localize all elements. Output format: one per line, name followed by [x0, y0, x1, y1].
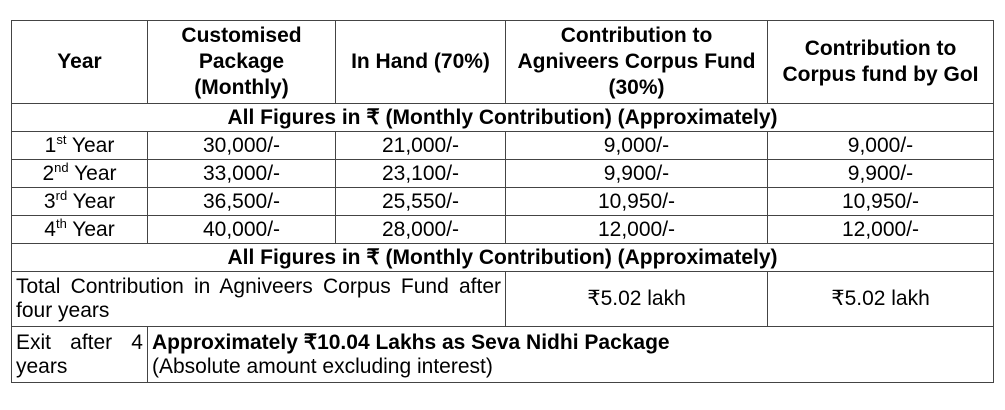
table-row: 1st Year 30,000/- 21,000/- 9,000/- 9,000…	[11, 131, 994, 160]
total-corpus: ₹5.02 lakh	[505, 271, 768, 327]
figures-note-row: All Figures in ₹ (Monthly Contribution) …	[11, 243, 994, 272]
year-sup: rd	[55, 187, 68, 203]
year-sup: st	[56, 131, 67, 147]
agniveer-package-table: Year Customised Package (Monthly) In Han…	[11, 20, 994, 383]
exit-details: Approximately ₹10.04 Lakhs as Seva Nidhi…	[147, 326, 994, 383]
goi-cell: 10,950/-	[767, 187, 994, 216]
in-hand-cell: 23,100/-	[335, 159, 506, 188]
year-word: Year	[67, 189, 116, 213]
header-year: Year	[11, 20, 148, 104]
figures-note: All Figures in ₹ (Monthly Contribution) …	[11, 103, 994, 132]
exit-label: Exit after 4 years	[11, 326, 148, 383]
exit-row: Exit after 4 years Approximately ₹10.04 …	[11, 326, 994, 383]
package-cell: 30,000/-	[147, 131, 336, 160]
year-num: 2	[42, 161, 55, 185]
package-cell: 33,000/-	[147, 159, 336, 188]
table-row: 4th Year 40,000/- 28,000/- 12,000/- 12,0…	[11, 215, 994, 244]
year-cell: 1st Year	[11, 131, 148, 160]
header-package: Customised Package (Monthly)	[147, 20, 336, 104]
year-num: 1	[44, 133, 57, 157]
table-row: 3rd Year 36,500/- 25,550/- 10,950/- 10,9…	[11, 187, 994, 216]
year-word: Year	[68, 161, 117, 185]
header-in-hand: In Hand (70%)	[335, 20, 506, 104]
goi-cell: 12,000/-	[767, 215, 994, 244]
in-hand-cell: 25,550/-	[335, 187, 506, 216]
corpus-cell: 10,950/-	[505, 187, 768, 216]
year-cell: 3rd Year	[11, 187, 148, 216]
figures-note-row: All Figures in ₹ (Monthly Contribution) …	[11, 103, 994, 132]
figures-note: All Figures in ₹ (Monthly Contribution) …	[11, 243, 994, 272]
goi-cell: 9,900/-	[767, 159, 994, 188]
year-word: Year	[66, 133, 115, 157]
goi-cell: 9,000/-	[767, 131, 994, 160]
package-cell: 36,500/-	[147, 187, 336, 216]
total-goi: ₹5.02 lakh	[767, 271, 994, 327]
in-hand-cell: 28,000/-	[335, 215, 506, 244]
in-hand-cell: 21,000/-	[335, 131, 506, 160]
year-cell: 2nd Year	[11, 159, 148, 188]
table-row: 2nd Year 33,000/- 23,100/- 9,900/- 9,900…	[11, 159, 994, 188]
year-num: 3	[43, 189, 56, 213]
year-word: Year	[66, 217, 115, 241]
header-row: Year Customised Package (Monthly) In Han…	[11, 20, 994, 104]
total-label: Total Contribution in Agniveers Corpus F…	[11, 271, 506, 327]
package-cell: 40,000/-	[147, 215, 336, 244]
year-num: 4	[44, 217, 56, 241]
header-goi: Contribution to Corpus fund by GoI	[767, 20, 994, 104]
year-sup: th	[55, 215, 67, 231]
corpus-cell: 9,000/-	[505, 131, 768, 160]
corpus-cell: 9,900/-	[505, 159, 768, 188]
seva-nidhi-note: (Absolute amount excluding interest)	[152, 354, 493, 378]
seva-nidhi-headline: Approximately ₹10.04 Lakhs as Seva Nidhi…	[152, 330, 670, 354]
corpus-cell: 12,000/-	[505, 215, 768, 244]
total-row: Total Contribution in Agniveers Corpus F…	[11, 271, 994, 327]
header-corpus: Contribution to Agniveers Corpus Fund (3…	[505, 20, 768, 104]
year-sup: nd	[54, 159, 69, 175]
year-cell: 4th Year	[11, 215, 148, 244]
